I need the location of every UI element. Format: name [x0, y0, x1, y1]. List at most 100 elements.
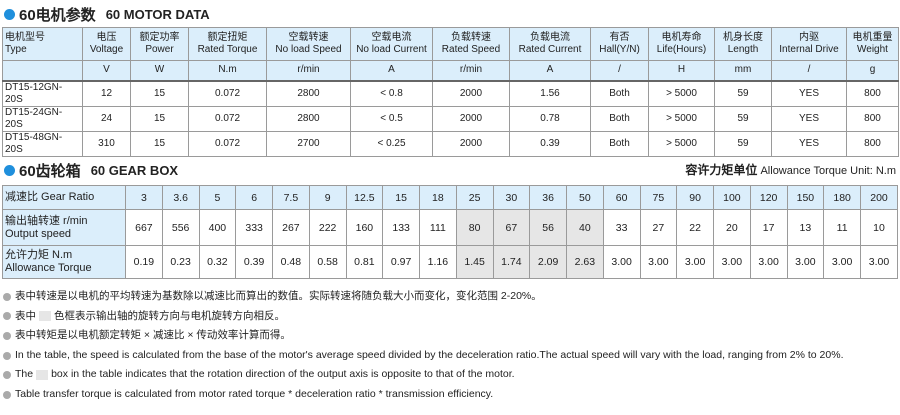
unit-cell: r/min [266, 60, 351, 81]
shade-swatch [39, 311, 51, 322]
table-cell: 27 [639, 209, 678, 246]
table-cell: YES [771, 79, 847, 107]
table-cell: 12 [82, 79, 131, 107]
bullet-icon [3, 292, 11, 301]
table-cell: 3 [125, 185, 163, 210]
note-text: 表中转速是以电机的平均转速为基数除以减速比而算出的数值。实际转速将随负载大小而变… [15, 290, 542, 302]
row-label: 允许力矩 N.m Allowance Torque [2, 245, 126, 279]
table-cell: 67 [492, 209, 531, 246]
unit-cn: 容许力矩单位 [685, 163, 758, 177]
bullet-icon [3, 371, 11, 380]
table-cell: 556 [161, 209, 200, 246]
column-header: 电机重量 Weight [846, 27, 899, 61]
table-cell: 1.45 [455, 245, 494, 279]
table-row: 减速比 Gear Ratio 3 3.6 5 6 7.5 9 12.5 15 18 25 30 36 50… [2, 185, 898, 210]
row-label-line: Allowance Torque [5, 262, 92, 274]
title-en: 60 GEAR BOX [90, 163, 179, 178]
table-cell: 2.09 [529, 245, 567, 279]
table-cell: 12.5 [345, 185, 384, 210]
table-cell: 3.6 [161, 185, 200, 210]
table-cell: 0.32 [198, 245, 237, 279]
bullet-icon [3, 331, 11, 340]
table-cell: 800 [846, 79, 899, 107]
note-text: 色框表示输出轴的旋转方向与电机旋转方向相反。 [54, 309, 285, 322]
column-header: 有否 Hall(Y/N) [590, 27, 649, 61]
column-header: 机身长度 Length [714, 27, 772, 61]
table-cell: 0.072 [188, 130, 267, 157]
table-cell: 15 [130, 105, 189, 132]
table-cell: 3.00 [639, 245, 678, 279]
header-en: No load Speed [275, 44, 342, 55]
table-cell: YES [771, 105, 847, 132]
table-cell: 0.78 [509, 105, 591, 132]
column-header: 空载转速 No load Speed [266, 27, 351, 61]
column-header: 负载转速 Rated Speed [432, 27, 510, 61]
column-header: 空载电流 No load Current [350, 27, 433, 61]
header-en: Hall(Y/N) [599, 44, 640, 55]
table-cell: 120 [749, 185, 788, 210]
table-cell: 15 [130, 79, 189, 107]
table-row: DT15-48GN-20S 310 15 0.072 2700 < 0.25 2000 0.3… [2, 130, 899, 157]
table-cell: 310 [82, 130, 131, 157]
table-cell: 2800 [266, 105, 351, 132]
bullet-dot-icon [4, 165, 15, 176]
table-cell: 33 [602, 209, 641, 246]
table-cell: 22 [676, 209, 714, 246]
note-item: Table transfer torque is calculated from… [3, 385, 844, 405]
note-item: In the table, the speed is calculated fr… [3, 346, 844, 366]
table-cell: DT15-12GN-20S [2, 79, 83, 107]
unit-cell: / [590, 60, 649, 81]
unit-cell: r/min [432, 60, 510, 81]
header-cn: 有否 [609, 32, 630, 43]
table-cell: 59 [714, 105, 772, 132]
table-cell: 5 [198, 185, 237, 210]
note-item: 表中 色框表示输出轴的旋转方向与电机旋转方向相反。 [3, 307, 844, 327]
bullet-icon [3, 312, 11, 321]
motor-section-title: 60电机参数 60 MOTOR DATA [4, 4, 210, 25]
table-cell: 25 [455, 185, 494, 210]
table-cell: 2.63 [566, 245, 604, 279]
unit-en: Allowance Torque Unit: N.m [760, 165, 896, 177]
table-cell: 1.56 [509, 79, 591, 107]
table-cell: 90 [676, 185, 714, 210]
note-text: In the table, the speed is calculated fr… [15, 348, 844, 361]
header-en: No load Current [356, 44, 427, 55]
table-cell: 3.00 [823, 245, 861, 279]
table-cell: Both [590, 79, 649, 107]
table-cell: 13 [786, 209, 825, 246]
table-cell: 0.072 [188, 79, 267, 107]
table-row: 允许力矩 N.m Allowance Torque 0.19 0.23 0.32 0.39… [2, 245, 898, 279]
table-cell: 0.58 [308, 245, 347, 279]
gear-section-title: 60齿轮箱 60 GEAR BOX [4, 160, 178, 181]
header-cn: 电机重量 [852, 32, 893, 43]
table-cell: 800 [846, 105, 899, 132]
unit-cell: mm [714, 60, 772, 81]
table-cell: 2800 [266, 79, 351, 107]
table-cell: Both [590, 130, 649, 157]
note-text: box in the table indicates that the rota… [51, 368, 515, 381]
header-cn: 额定扭矩 [207, 32, 248, 43]
table-cell: YES [771, 130, 847, 157]
table-cell: 15 [382, 185, 420, 210]
table-cell: 9 [308, 185, 347, 210]
table-cell: 2000 [432, 130, 510, 157]
table-cell: 667 [125, 209, 163, 246]
table-cell: > 5000 [648, 79, 715, 107]
table-cell: 200 [860, 185, 898, 210]
table-cell: > 5000 [648, 105, 715, 132]
row-label-line: 输出轴转速 r/min [5, 214, 88, 227]
table-cell: 2700 [266, 130, 351, 157]
table-cell: 6 [235, 185, 273, 210]
unit-cell: H [648, 60, 715, 81]
bullet-icon [3, 351, 11, 360]
header-cn: 空载电流 [371, 32, 412, 43]
table-cell: 17 [749, 209, 788, 246]
unit-cell: A [509, 60, 591, 81]
table-cell: 3.00 [713, 245, 751, 279]
header-cn: 负载电流 [530, 32, 570, 43]
table-cell: < 0.5 [350, 105, 433, 132]
header-cn: 内驱 [799, 32, 819, 43]
header-en: Rated Current [518, 44, 582, 55]
row-label: 输出轴转速 r/min Output speed [2, 209, 126, 246]
table-cell: 0.39 [235, 245, 273, 279]
